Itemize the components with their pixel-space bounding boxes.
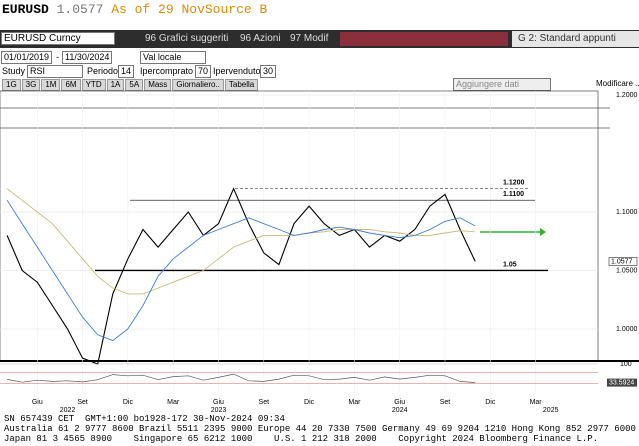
last-price-box bbox=[608, 257, 638, 266]
last-price: 1.0577 bbox=[611, 258, 633, 265]
label: Periodo bbox=[87, 66, 119, 76]
tab[interactable]: 1G bbox=[2, 79, 21, 91]
series-line bbox=[6, 187, 476, 365]
footer-line: Japan 81 3 4565 8900 Singapore 65 6212 1… bbox=[4, 434, 599, 444]
x-tick-label: Giu bbox=[394, 399, 405, 406]
footer-line: SN 657439 CET GMT+1:00 bo1928-172 30-Nov… bbox=[4, 414, 285, 424]
year-label: 2024 bbox=[392, 407, 408, 414]
x-tick-label: Set bbox=[77, 399, 88, 406]
tab[interactable]: Mass bbox=[144, 79, 172, 91]
x-tick-label: Dic bbox=[304, 399, 315, 406]
overbought[interactable]: 70 bbox=[195, 65, 212, 78]
x-tick-label: Mar bbox=[530, 399, 543, 406]
y-tick-label: 1.1000 bbox=[616, 209, 638, 216]
y-tick-label: 1.2000 bbox=[616, 92, 638, 99]
sep: - bbox=[56, 52, 59, 62]
price: 1.0577 bbox=[56, 2, 104, 17]
start-date[interactable]: 01/01/2019 bbox=[1, 51, 53, 64]
tab[interactable]: 1M bbox=[41, 79, 61, 91]
footer: SN 657439 CET GMT+1:00 bo1928-172 30-Nov… bbox=[4, 414, 636, 444]
tab[interactable]: Giornaliero.. bbox=[172, 79, 224, 91]
series-line bbox=[6, 200, 476, 342]
button[interactable]: 96 Azioni bbox=[240, 33, 281, 44]
add-data[interactable]: Aggiungere dati bbox=[453, 78, 551, 91]
chart: 1.2000 1.1000 1.0500 1.0000 Giu Set Dic Mar Giu S… bbox=[0, 90, 639, 414]
rsi-tick-label: 100 bbox=[620, 361, 632, 368]
label: Ipervenduto bbox=[213, 66, 261, 76]
plot-frame bbox=[0, 90, 599, 362]
x-tick-label: Giu bbox=[32, 399, 43, 406]
tab[interactable]: 1A bbox=[106, 79, 125, 91]
end-date[interactable]: 11/30/2024 bbox=[62, 51, 113, 64]
label: Study bbox=[2, 66, 26, 76]
x-tick-label: Mar bbox=[348, 399, 361, 406]
security-input[interactable]: EURUSD Curncy bbox=[1, 32, 115, 45]
y-tick-label: 1.0000 bbox=[616, 326, 638, 333]
source: Source B bbox=[204, 2, 268, 17]
year-label: 2023 bbox=[211, 407, 227, 414]
series-line bbox=[6, 188, 476, 295]
study[interactable]: RSI bbox=[27, 65, 83, 78]
y-tick-label: 1.0500 bbox=[616, 267, 638, 274]
year-label: 2022 bbox=[60, 407, 76, 414]
level-label: 1.1100 bbox=[503, 191, 524, 198]
tabs: 1G 3G 1M 6M YTD 1A 5A Mass Giornaliero.. Tabella bbox=[2, 79, 259, 91]
year-label: 2025 bbox=[543, 407, 559, 414]
x-tick-label: Dic bbox=[123, 399, 134, 406]
x-tick-label: Set bbox=[440, 399, 451, 406]
currency[interactable]: Val locale bbox=[140, 51, 206, 64]
tab[interactable]: 3G bbox=[21, 79, 41, 91]
oversold[interactable]: 30 bbox=[260, 65, 277, 78]
footer-line: Australia 61 2 9777 8600 Brazil 5511 239… bbox=[4, 424, 636, 434]
x-tick-label: Giu bbox=[213, 399, 224, 406]
menu[interactable]: G 2: Standard appunti bbox=[512, 31, 639, 47]
as-of: As of 29 Nov bbox=[111, 2, 205, 17]
series-line bbox=[7, 373, 476, 383]
label: Ipercomprato bbox=[140, 66, 194, 76]
header: EURUSD 1.0577 As of 29 NovSource B bbox=[2, 2, 267, 18]
x-tick-label: Mar bbox=[167, 399, 180, 406]
x-tick-label: Set bbox=[259, 399, 270, 406]
ticker: EURUSD bbox=[2, 2, 49, 17]
tab[interactable]: YTD bbox=[81, 79, 106, 91]
level-label: 1.1200 bbox=[503, 179, 525, 186]
button[interactable]: 97 Modif bbox=[290, 33, 329, 44]
rsi-last-box bbox=[607, 378, 637, 387]
button[interactable]: 96 Grafici suggeriti bbox=[145, 33, 229, 44]
tab[interactable]: Tabella bbox=[224, 79, 259, 91]
period[interactable]: 14 bbox=[118, 65, 135, 78]
tab[interactable]: 6M bbox=[61, 79, 81, 91]
rsi-last: 33.5924 bbox=[609, 379, 634, 386]
redacted bbox=[340, 32, 508, 46]
x-tick-label: Dic bbox=[485, 399, 496, 406]
tab[interactable]: 5A bbox=[125, 79, 144, 91]
modify[interactable]: Modificare ... bbox=[596, 79, 639, 88]
level-label: 1.05 bbox=[503, 261, 517, 268]
arrow-head bbox=[540, 228, 546, 236]
